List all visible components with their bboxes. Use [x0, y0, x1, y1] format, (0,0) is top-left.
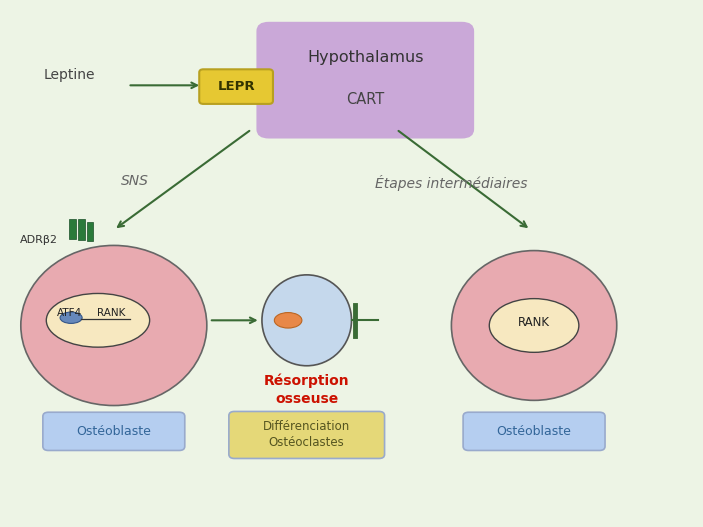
FancyBboxPatch shape — [43, 412, 185, 451]
FancyBboxPatch shape — [199, 70, 273, 104]
FancyBboxPatch shape — [229, 412, 385, 458]
Text: SNS: SNS — [120, 174, 148, 188]
Ellipse shape — [489, 299, 579, 353]
Text: LEPR: LEPR — [217, 80, 255, 93]
Ellipse shape — [46, 294, 150, 347]
Text: Étapes intermédiaires: Étapes intermédiaires — [375, 175, 528, 191]
Bar — [87, 222, 93, 241]
FancyBboxPatch shape — [463, 412, 605, 451]
Ellipse shape — [262, 275, 352, 366]
Ellipse shape — [274, 313, 302, 328]
FancyBboxPatch shape — [257, 22, 474, 139]
Bar — [78, 219, 85, 240]
Ellipse shape — [21, 246, 207, 406]
Bar — [69, 219, 76, 239]
Text: Ostéoblaste: Ostéoblaste — [496, 425, 572, 438]
Text: RANK: RANK — [518, 316, 550, 329]
Text: ATF4: ATF4 — [57, 308, 82, 318]
Text: RANK: RANK — [96, 308, 125, 318]
Text: Différenciation
Ostéoclastes: Différenciation Ostéoclastes — [263, 421, 350, 450]
Text: ADRβ2: ADRβ2 — [20, 235, 58, 245]
Ellipse shape — [60, 312, 82, 324]
Text: Résorption
osseuse: Résorption osseuse — [264, 374, 349, 406]
Text: Hypothalamus: Hypothalamus — [307, 50, 423, 65]
Text: Leptine: Leptine — [44, 68, 95, 82]
Text: CART: CART — [346, 92, 385, 108]
Ellipse shape — [451, 250, 617, 401]
Text: Ostéoblaste: Ostéoblaste — [77, 425, 151, 438]
